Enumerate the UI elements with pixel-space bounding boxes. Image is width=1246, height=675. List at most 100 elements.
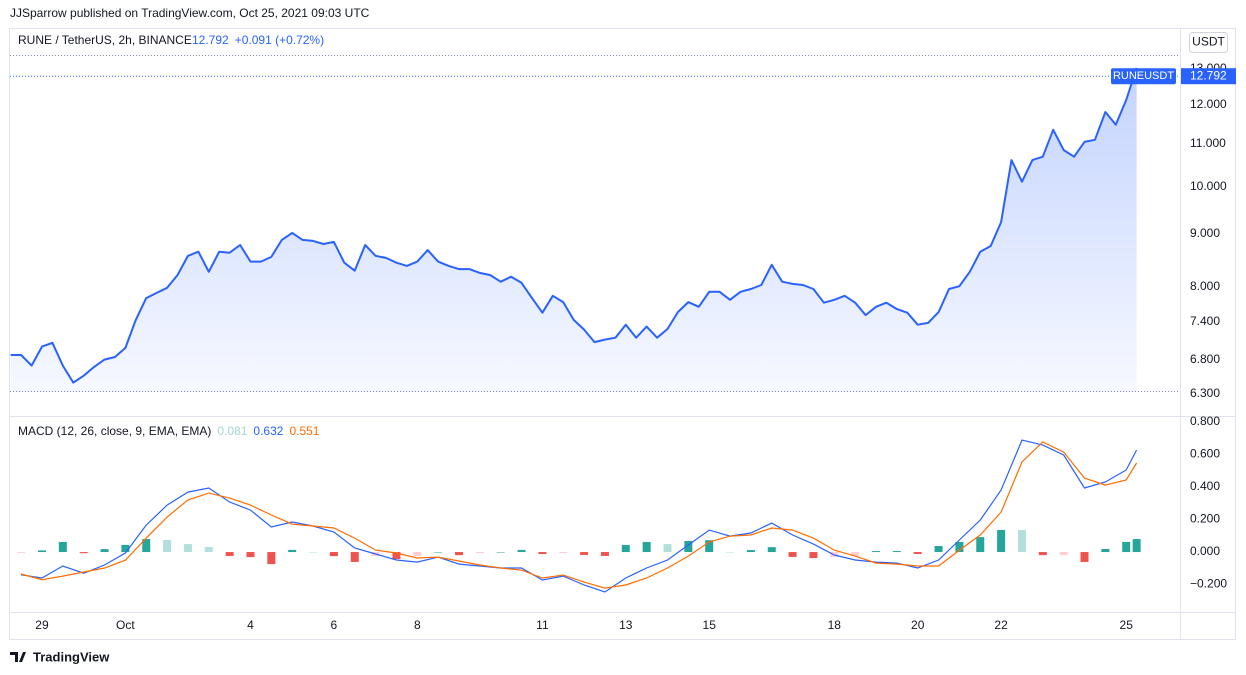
histogram-bar xyxy=(225,552,234,556)
histogram-bar xyxy=(1038,552,1047,556)
logo-icon xyxy=(10,652,26,662)
currency-box[interactable] xyxy=(1189,32,1228,53)
symbol-title: RUNE / TetherUS, 2h, BINANCE xyxy=(18,33,192,47)
x-tick-label: 11 xyxy=(536,618,549,632)
price-line xyxy=(10,67,1138,384)
y-tick-label: 6.300 xyxy=(1190,386,1220,400)
footer-logo: TradingView xyxy=(10,649,110,664)
macd-title: MACD (12, 26, close, 9, EMA, EMA) xyxy=(18,424,211,438)
y-tick-label: 6.800 xyxy=(1190,352,1220,366)
y-tick-label: 9.000 xyxy=(1190,226,1220,240)
logo-text: TradingView xyxy=(33,649,110,664)
histogram-bar xyxy=(434,552,443,553)
histogram-bar xyxy=(454,552,463,556)
histogram-bar xyxy=(767,547,776,553)
symbol-badge-label: RUNEUSDT xyxy=(1113,70,1174,82)
histogram-bar xyxy=(1101,548,1110,553)
histogram-bar xyxy=(496,552,505,553)
histogram-bar xyxy=(1059,552,1068,555)
x-tick-label: 20 xyxy=(911,618,925,632)
histogram-bar xyxy=(684,540,693,553)
histogram-bar xyxy=(976,537,985,553)
y-tick-label: 8.000 xyxy=(1190,279,1220,293)
x-tick-label: 4 xyxy=(247,618,254,632)
histogram-bar xyxy=(934,546,943,553)
macd-line xyxy=(20,441,1138,589)
y-tick-label: 0.400 xyxy=(1190,479,1220,493)
histogram-bar xyxy=(517,549,526,553)
histogram-bar xyxy=(17,552,26,553)
histogram-bar xyxy=(642,541,651,553)
legend-value: 0.632 xyxy=(253,424,283,438)
x-tick-label: 29 xyxy=(35,618,49,632)
macd-line xyxy=(21,439,1138,593)
published-note: JJSparrow published on TradingView.com, … xyxy=(10,6,370,20)
y-tick-label: 0.800 xyxy=(1190,414,1220,428)
histogram-bar xyxy=(309,552,318,553)
x-tick-label: 25 xyxy=(1120,618,1134,632)
histogram-bar xyxy=(246,552,255,558)
histogram-bar xyxy=(663,544,672,553)
histogram-bar xyxy=(726,552,735,553)
x-tick-label: 15 xyxy=(703,618,717,632)
histogram-bar xyxy=(621,545,630,553)
legend-value: 0.081 xyxy=(217,424,247,438)
y-tick-label: 0.200 xyxy=(1190,512,1220,526)
price-change: +0.091 (+0.72%) xyxy=(235,33,324,47)
y-tick-label: 12.000 xyxy=(1190,97,1227,111)
histogram-bar xyxy=(58,541,67,553)
histogram-bar xyxy=(267,552,276,565)
histogram-bar xyxy=(121,544,130,553)
legend-value: 0.551 xyxy=(289,424,319,438)
histogram-bar xyxy=(1017,530,1026,553)
histogram-bar xyxy=(559,552,568,554)
histogram-bar xyxy=(350,552,359,562)
y-tick-label: 10.000 xyxy=(1190,179,1227,193)
x-tick-label: Oct xyxy=(116,618,135,632)
histogram-bar xyxy=(892,551,901,553)
chart-frame xyxy=(9,28,1236,640)
histogram-bar xyxy=(163,540,172,553)
histogram-bar xyxy=(288,549,297,553)
histogram-bar xyxy=(79,552,88,554)
histogram-bar xyxy=(955,541,964,553)
histogram-bar xyxy=(183,544,192,553)
last-price: 12.792 xyxy=(192,33,229,47)
price-badge xyxy=(1181,68,1236,85)
histogram-bar xyxy=(872,551,881,553)
symbol-badge xyxy=(1111,68,1176,85)
x-tick-label: 18 xyxy=(828,618,842,632)
x-tick-label: 6 xyxy=(331,618,338,632)
histogram-bar xyxy=(913,552,922,554)
y-tick-label: 0.600 xyxy=(1190,447,1220,461)
histogram-bar xyxy=(997,529,1006,553)
histogram-bar xyxy=(809,552,818,559)
histogram-bar xyxy=(100,549,109,553)
histogram-bar xyxy=(1080,552,1089,562)
y-tick-label: −0.200 xyxy=(1190,577,1227,591)
histogram-bar xyxy=(392,552,401,560)
histogram-bar xyxy=(204,547,213,553)
histogram-bar xyxy=(1122,541,1131,553)
y-tick-label: 0.000 xyxy=(1190,544,1220,558)
plot-area xyxy=(10,67,1180,593)
y-tick-label: 7.400 xyxy=(1190,314,1220,328)
histogram-bar xyxy=(37,550,46,553)
histogram-bar xyxy=(746,550,755,553)
histogram-bar xyxy=(413,552,422,557)
x-tick-label: 13 xyxy=(619,618,633,632)
x-tick-label: 8 xyxy=(414,618,421,632)
price-badge-label: 12.792 xyxy=(1190,68,1227,82)
histogram-bar xyxy=(580,552,589,555)
histogram-bar xyxy=(538,552,547,554)
currency[interactable]: USDT xyxy=(1192,35,1225,49)
histogram-bar xyxy=(788,552,797,557)
histogram-bar xyxy=(142,539,151,553)
x-tick-label: 22 xyxy=(994,618,1008,632)
y-tick-label: 11.000 xyxy=(1190,136,1226,150)
histogram-bar xyxy=(1132,539,1141,553)
histogram-bar xyxy=(851,552,860,556)
histogram-bar xyxy=(600,552,609,556)
